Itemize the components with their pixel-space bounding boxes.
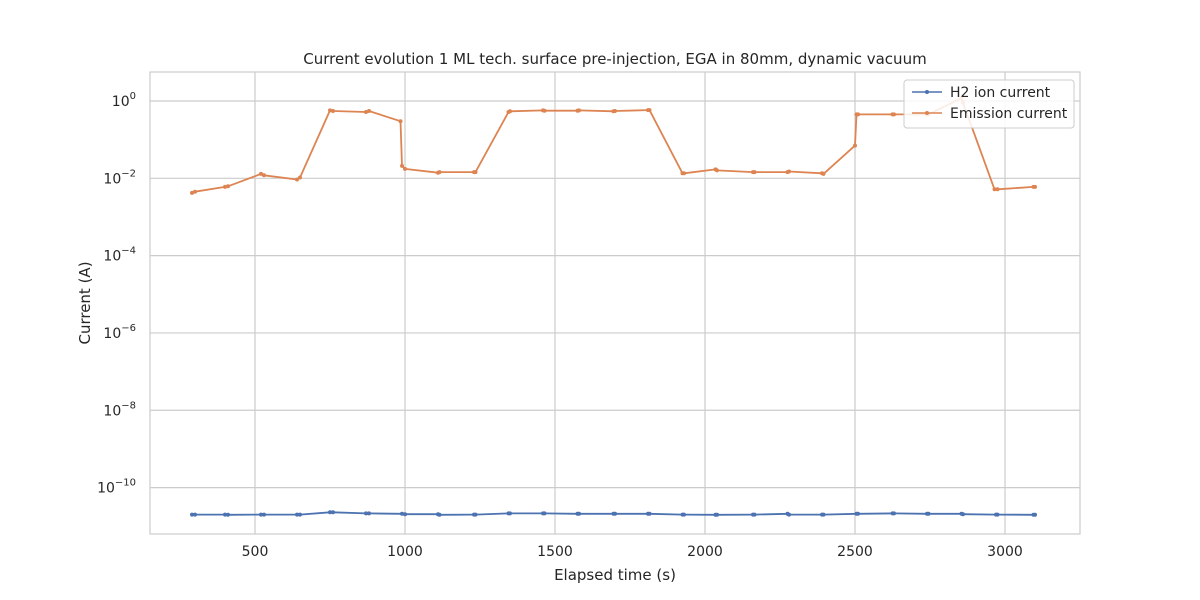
data-point [1033, 184, 1037, 189]
legend: H2 ion current Emission current [903, 79, 1075, 129]
y-tick-label: 10−2 [103, 168, 136, 187]
data-point [190, 512, 194, 517]
data-point [682, 512, 686, 517]
data-point [364, 511, 368, 516]
data-point [752, 170, 757, 175]
data-point [787, 169, 791, 174]
data-point [821, 512, 826, 517]
data-point [613, 511, 617, 516]
data-point [403, 512, 407, 517]
data-point [298, 512, 302, 517]
data-point [613, 109, 617, 113]
y-tick-label: 100 [112, 91, 136, 110]
data-point [367, 511, 371, 516]
data-point [328, 108, 332, 113]
series-lines [190, 95, 1037, 517]
data-point [193, 512, 197, 517]
data-point [226, 512, 230, 517]
data-point [682, 171, 686, 176]
tick-labels: 500 1000 1500 2000 2500 3000 100 10−2 10−4 10−6 10… [97, 91, 1023, 560]
legend-marker-h2-ion-current [925, 90, 929, 94]
x-tick-label: 500 [242, 544, 269, 560]
data-point [715, 168, 719, 173]
data-point [508, 511, 512, 516]
data-point [892, 511, 896, 516]
data-point [926, 511, 931, 516]
data-point [647, 511, 652, 516]
data-point [961, 512, 965, 517]
data-point [542, 511, 547, 516]
data-point [226, 184, 230, 189]
legend-label-h2-ion-current: H2 ion current [950, 85, 1051, 101]
x-axis-label: Elapsed time (s) [554, 566, 676, 584]
data-point [577, 108, 581, 113]
data-point [403, 166, 407, 171]
data-point [542, 108, 547, 113]
x-tick-label: 1000 [387, 544, 423, 560]
data-point [995, 187, 1000, 192]
data-point [437, 170, 442, 175]
data-point [1033, 512, 1037, 517]
data-point [473, 512, 478, 517]
data-point [892, 112, 896, 117]
data-point [190, 190, 194, 195]
data-point [853, 143, 857, 148]
data-point [331, 109, 335, 113]
data-point [398, 119, 403, 124]
data-point [992, 187, 997, 192]
data-point [473, 170, 478, 175]
data-point [577, 511, 581, 516]
series-h2-ion-current [190, 510, 1037, 517]
chart-title: Current evolution 1 ML tech. surface pre… [303, 50, 926, 68]
data-point [295, 177, 299, 182]
data-point [298, 175, 302, 180]
data-point [508, 109, 512, 114]
y-tick-label: 10−4 [103, 246, 136, 265]
x-tick-label: 1500 [537, 544, 573, 560]
data-point [400, 511, 404, 516]
data-point [259, 171, 263, 176]
data-point [259, 512, 263, 517]
x-tick-label: 2500 [837, 544, 873, 560]
data-point [262, 512, 266, 517]
y-axis-label: Current (A) [76, 261, 94, 344]
data-point [856, 112, 860, 117]
data-point [295, 512, 299, 517]
data-point [193, 189, 197, 194]
data-point [856, 511, 860, 516]
plot-area-frame [149, 71, 1081, 535]
data-point [715, 512, 719, 517]
x-tick-label: 2000 [687, 544, 723, 560]
y-tick-label: 10−6 [103, 323, 136, 342]
data-point [821, 171, 826, 176]
legend-marker-emission-current [925, 111, 929, 115]
legend-box [903, 79, 1075, 129]
y-tick-label: 10−10 [97, 478, 136, 497]
data-point [437, 512, 442, 517]
data-point [752, 512, 757, 517]
data-point [331, 510, 335, 515]
data-point [223, 184, 227, 189]
data-point [262, 173, 266, 178]
y-tick-label: 10−8 [103, 400, 136, 419]
data-point [328, 510, 332, 515]
data-point [995, 512, 1000, 517]
x-tick-label: 3000 [987, 544, 1023, 560]
data-point [367, 109, 371, 113]
data-point [787, 512, 791, 517]
data-point [400, 163, 404, 168]
data-point [223, 512, 227, 517]
legend-label-emission-current: Emission current [950, 106, 1068, 122]
data-point [647, 108, 652, 113]
